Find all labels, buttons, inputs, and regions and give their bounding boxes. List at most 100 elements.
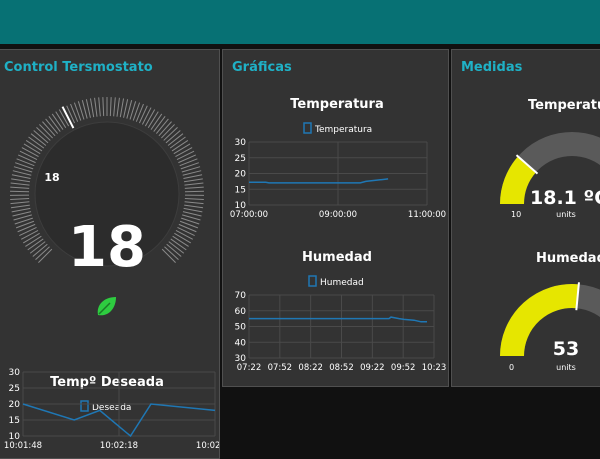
y-tick-label: 70 <box>235 291 247 301</box>
hum-legend-label[interactable]: Humedad <box>320 278 364 288</box>
dial-tick <box>21 230 38 239</box>
y-tick-label: 20 <box>235 170 247 180</box>
dial-tick <box>117 98 119 117</box>
y-tick-label: 25 <box>235 154 246 164</box>
x-tick-label: 07:22 <box>237 363 262 373</box>
x-tick-label: 09:52 <box>391 363 416 373</box>
hum-gauge-min: 0 <box>509 363 514 372</box>
dial-tick <box>99 97 101 116</box>
hum-gauge-title: Humedad <box>536 251 600 266</box>
dial-tick <box>110 97 111 116</box>
hum-legend-swatch[interactable] <box>309 276 316 286</box>
dial-tick <box>90 98 93 117</box>
x-tick-label: 08:22 <box>298 363 323 373</box>
dial-tick <box>10 187 29 188</box>
dial-tick <box>174 144 190 154</box>
temp-legend-label[interactable]: Temperatura <box>314 125 372 135</box>
dial-tick <box>10 191 29 192</box>
dial-tick <box>71 104 78 122</box>
medidas-card: Medidas Temperatura 18.1 ºC 10 units Hum… <box>451 49 600 387</box>
dial-tick <box>139 106 147 123</box>
dial-tick <box>124 99 128 118</box>
hum-gauge-units: units <box>556 363 576 372</box>
dial-tick <box>103 97 104 116</box>
dial-tick <box>17 159 35 166</box>
temp-gauge-value: 18.1 ºC <box>530 187 600 209</box>
y-tick-label: 25 <box>9 384 20 394</box>
dial-tick <box>177 151 194 159</box>
medidas-svg: Temperatura 18.1 ºC 10 units Humedad 53 … <box>452 50 600 387</box>
temp-chart-grid <box>249 142 427 205</box>
temp-gauge-fill <box>512 164 527 204</box>
hum-chart-title: Humedad <box>302 250 372 265</box>
y-tick-label: 40 <box>235 338 247 348</box>
dial-tick <box>184 208 203 212</box>
dial-tick <box>173 236 189 246</box>
setpoint-label: 18 <box>44 171 59 184</box>
dial-tick <box>184 205 203 208</box>
dial-tick <box>174 233 190 243</box>
dial-tick <box>185 187 204 188</box>
dial-tick <box>11 205 30 208</box>
x-tick-label: 10:23 <box>422 363 447 373</box>
dial-tick <box>24 144 40 154</box>
dial-tick <box>184 183 203 185</box>
temp-chart-title: Temperatura <box>290 97 383 112</box>
temp-legend-swatch[interactable] <box>304 123 311 133</box>
y-tick-label: 15 <box>235 185 246 195</box>
dial-tick <box>185 198 204 199</box>
dial-tick <box>11 183 30 185</box>
dial-tick <box>184 179 203 182</box>
x-tick-label: 09:00:00 <box>319 210 357 220</box>
dial-tick <box>18 224 36 231</box>
x-tick-label: 11:00:00 <box>408 210 446 220</box>
dial-tick <box>56 112 66 128</box>
x-tick-label: 09:22 <box>360 363 385 373</box>
dial-tick <box>12 175 31 179</box>
thermostat-value: 18 <box>68 215 146 280</box>
dial-tick <box>120 98 123 117</box>
dial-tick <box>183 175 202 179</box>
dial-tick <box>20 151 37 159</box>
dial-tick <box>114 97 116 116</box>
hum-gauge-value: 53 <box>553 338 579 360</box>
dial-tick <box>136 104 143 122</box>
y-tick-label: 20 <box>9 400 21 410</box>
x-tick-label: 07:52 <box>268 363 293 373</box>
temp-gauge-units: units <box>556 210 576 219</box>
y-tick-label: 15 <box>9 416 20 426</box>
thermostat-card: Control Tersmostato 18 18 Tempº Deseada … <box>0 49 220 459</box>
temp-gauge-min: 10 <box>511 210 521 219</box>
dial-tick <box>185 191 204 192</box>
dial-tick <box>12 208 31 212</box>
x-tick-label: 08:52 <box>329 363 354 373</box>
dial-tick <box>25 236 41 246</box>
y-tick-label: 30 <box>9 368 21 378</box>
humidity-series-line <box>249 317 427 322</box>
dial-tick <box>23 233 39 243</box>
dial-tick <box>185 202 204 204</box>
dial-tick <box>145 110 154 127</box>
dial-tick <box>22 148 39 157</box>
dial-tick <box>95 98 97 117</box>
dial-tick <box>142 108 151 125</box>
desired-legend-swatch[interactable] <box>81 401 88 411</box>
dial-tick <box>11 179 30 182</box>
x-tick-label: 07:00:00 <box>230 210 268 220</box>
dial-tick <box>178 155 195 163</box>
dial-tick <box>175 148 192 157</box>
y-tick-label: 50 <box>235 323 247 333</box>
hum-chart-x-axis: 07:22 07:52 08:22 08:52 09:22 09:52 10:23 <box>237 363 447 373</box>
leaf-icon <box>98 297 116 315</box>
dial-tick <box>177 227 194 235</box>
dial-tick <box>180 159 198 166</box>
dial-tick <box>183 212 202 216</box>
dial-tick <box>176 230 193 239</box>
temperature-series-line <box>249 179 388 183</box>
dial-tick <box>179 224 197 231</box>
